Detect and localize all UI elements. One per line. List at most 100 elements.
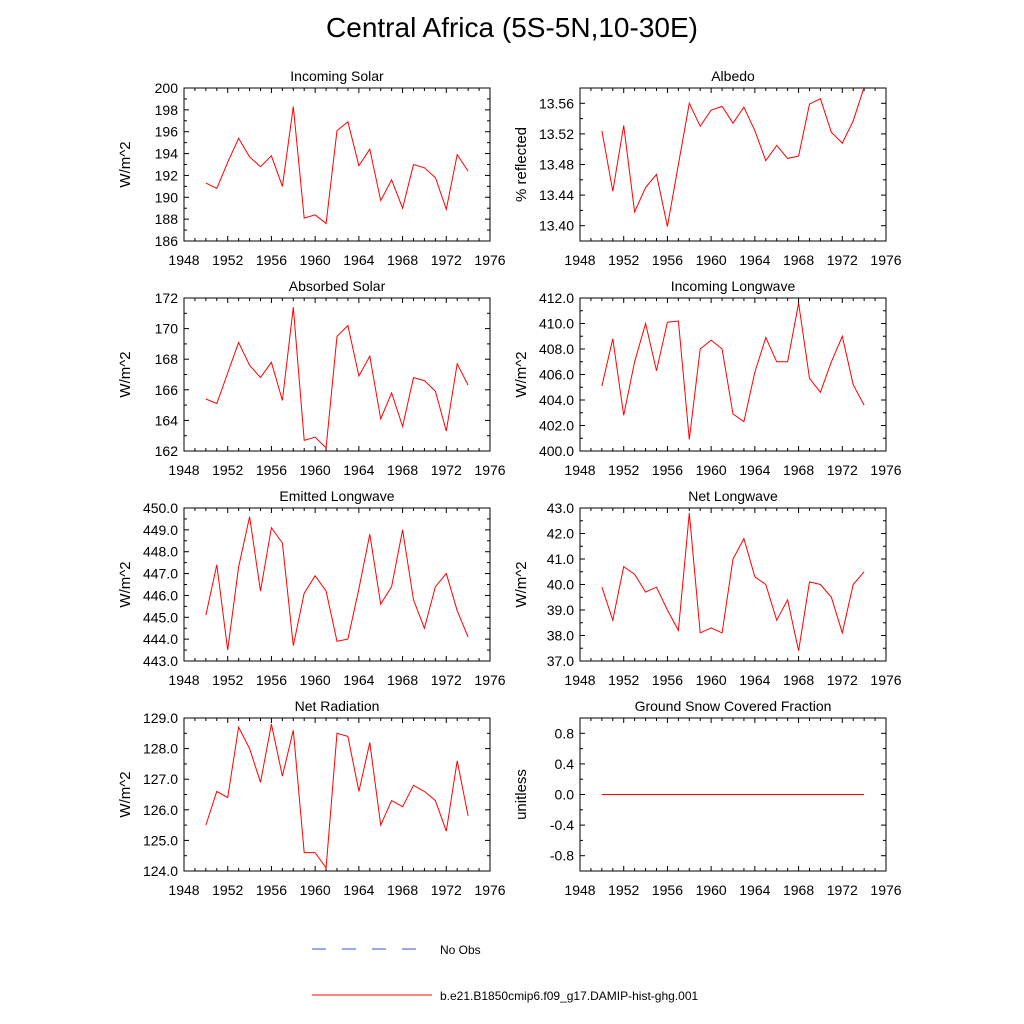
panel-8: Ground Snow Covered Fraction unitless 1948… <box>513 698 902 898</box>
x-tick-label: 1976 <box>474 252 505 268</box>
x-tick-label: 1956 <box>256 672 287 688</box>
x-tick-label: 1960 <box>696 672 727 688</box>
y-tick-label: 196 <box>155 124 179 140</box>
panel-title: Emitted Longwave <box>279 488 394 504</box>
y-tick-label: 192 <box>155 167 179 183</box>
y-tick-label: 42.0 <box>547 526 574 542</box>
x-tick-label: 1956 <box>256 252 287 268</box>
x-tick-label: 1972 <box>431 672 462 688</box>
y-tick-label: 13.44 <box>539 187 574 203</box>
x-tick-label: 1964 <box>343 252 374 268</box>
y-axis-label: W/m^2 <box>513 351 530 397</box>
x-tick-label: 1948 <box>168 882 199 898</box>
plot-frame <box>183 717 491 872</box>
panel-title: Albedo <box>711 68 755 84</box>
x-tick-label: 1964 <box>343 462 374 478</box>
y-tick-label: 402.0 <box>539 418 574 434</box>
y-tick-label: 37.0 <box>547 653 574 669</box>
x-tick-label: 1968 <box>783 672 814 688</box>
x-tick-label: 1960 <box>300 672 331 688</box>
y-tick-label: 448.0 <box>143 544 178 560</box>
x-tick-label: 1952 <box>212 672 243 688</box>
series-line <box>601 87 865 227</box>
x-tick-label: 1968 <box>387 252 418 268</box>
y-tick-label: 445.0 <box>143 609 178 625</box>
x-tick-label: 1952 <box>212 252 243 268</box>
x-tick-label: 1956 <box>652 672 683 688</box>
x-tick-label: 1948 <box>564 672 595 688</box>
x-tick-label: 1956 <box>652 882 683 898</box>
y-tick-label: 444.0 <box>143 631 178 647</box>
plot-frame <box>579 297 887 452</box>
y-axis-label: % reflected <box>513 127 530 202</box>
y-tick-label: 400.0 <box>539 443 574 459</box>
x-tick-label: 1952 <box>608 252 639 268</box>
panel-6: Net Longwave W/m^2 1948 1952 1956 1960 1964 196… <box>513 488 902 688</box>
panel-title: Net Radiation <box>295 698 380 714</box>
plot-frame <box>579 507 887 662</box>
y-axis-label: W/m^2 <box>117 561 134 607</box>
x-tick-label: 1968 <box>387 462 418 478</box>
y-tick-label: 129.0 <box>143 710 178 726</box>
x-tick-label: 1972 <box>827 672 858 688</box>
x-tick-label: 1948 <box>564 252 595 268</box>
y-tick-label: -0.4 <box>550 817 574 833</box>
x-tick-label: 1948 <box>564 882 595 898</box>
legend-obs-label: No Obs <box>440 943 481 957</box>
y-tick-label: 0.4 <box>555 756 575 772</box>
x-tick-label: 1968 <box>783 252 814 268</box>
figure-title: Central Africa (5S-5N,10-30E) <box>326 12 698 43</box>
y-tick-label: 162 <box>155 443 179 459</box>
x-tick-label: 1960 <box>696 252 727 268</box>
panel-7: Net Radiation W/m^2 1948 1952 1956 1960 1964 19… <box>117 698 506 898</box>
plot-frame <box>579 87 887 242</box>
y-tick-label: 194 <box>155 146 179 162</box>
y-tick-label: 410.0 <box>539 316 574 332</box>
y-tick-label: 125.0 <box>143 832 178 848</box>
y-tick-label: 190 <box>155 189 179 205</box>
x-tick-label: 1964 <box>739 672 770 688</box>
x-tick-label: 1960 <box>300 882 331 898</box>
y-tick-label: 449.0 <box>143 522 178 538</box>
y-axis-label: unitless <box>513 769 530 820</box>
y-tick-label: 38.0 <box>547 628 574 644</box>
y-tick-label: 188 <box>155 211 179 227</box>
y-tick-label: 13.56 <box>539 95 574 111</box>
y-tick-label: 166 <box>155 382 179 398</box>
y-tick-label: 406.0 <box>539 367 574 383</box>
x-tick-label: 1972 <box>827 882 858 898</box>
x-tick-label: 1956 <box>256 882 287 898</box>
y-tick-label: 39.0 <box>547 602 574 618</box>
x-tick-label: 1964 <box>739 252 770 268</box>
x-tick-label: 1972 <box>827 462 858 478</box>
panel-2: Albedo % reflected 1948 1952 1956 1960 1964 196… <box>513 68 902 268</box>
x-tick-label: 1968 <box>387 672 418 688</box>
y-tick-label: 164 <box>155 412 179 428</box>
series-line <box>601 303 865 440</box>
y-tick-label: 172 <box>155 290 179 306</box>
x-tick-label: 1960 <box>696 882 727 898</box>
y-tick-label: 13.40 <box>539 218 574 234</box>
y-tick-label: -0.8 <box>550 848 574 864</box>
legend: No Obs b.e21.B1850cmip6.f09_g17.DAMIP-his… <box>312 943 698 1003</box>
y-tick-label: 0.8 <box>555 725 575 741</box>
x-tick-label: 1976 <box>474 462 505 478</box>
y-tick-label: 186 <box>155 233 179 249</box>
x-tick-label: 1960 <box>300 252 331 268</box>
x-tick-label: 1968 <box>783 462 814 478</box>
panel-title: Net Longwave <box>688 488 778 504</box>
y-tick-label: 40.0 <box>547 577 574 593</box>
x-tick-label: 1956 <box>652 252 683 268</box>
x-tick-label: 1976 <box>870 462 901 478</box>
x-tick-label: 1968 <box>783 882 814 898</box>
panel-title: Absorbed Solar <box>289 278 386 294</box>
x-tick-label: 1956 <box>652 462 683 478</box>
y-tick-label: 443.0 <box>143 653 178 669</box>
y-tick-label: 13.48 <box>539 157 574 173</box>
panel-3: Absorbed Solar W/m^2 1948 1952 1956 1960 1964 1… <box>117 278 506 478</box>
y-tick-label: 127.0 <box>143 771 178 787</box>
y-tick-label: 446.0 <box>143 587 178 603</box>
x-tick-label: 1976 <box>474 672 505 688</box>
x-tick-label: 1964 <box>343 882 374 898</box>
